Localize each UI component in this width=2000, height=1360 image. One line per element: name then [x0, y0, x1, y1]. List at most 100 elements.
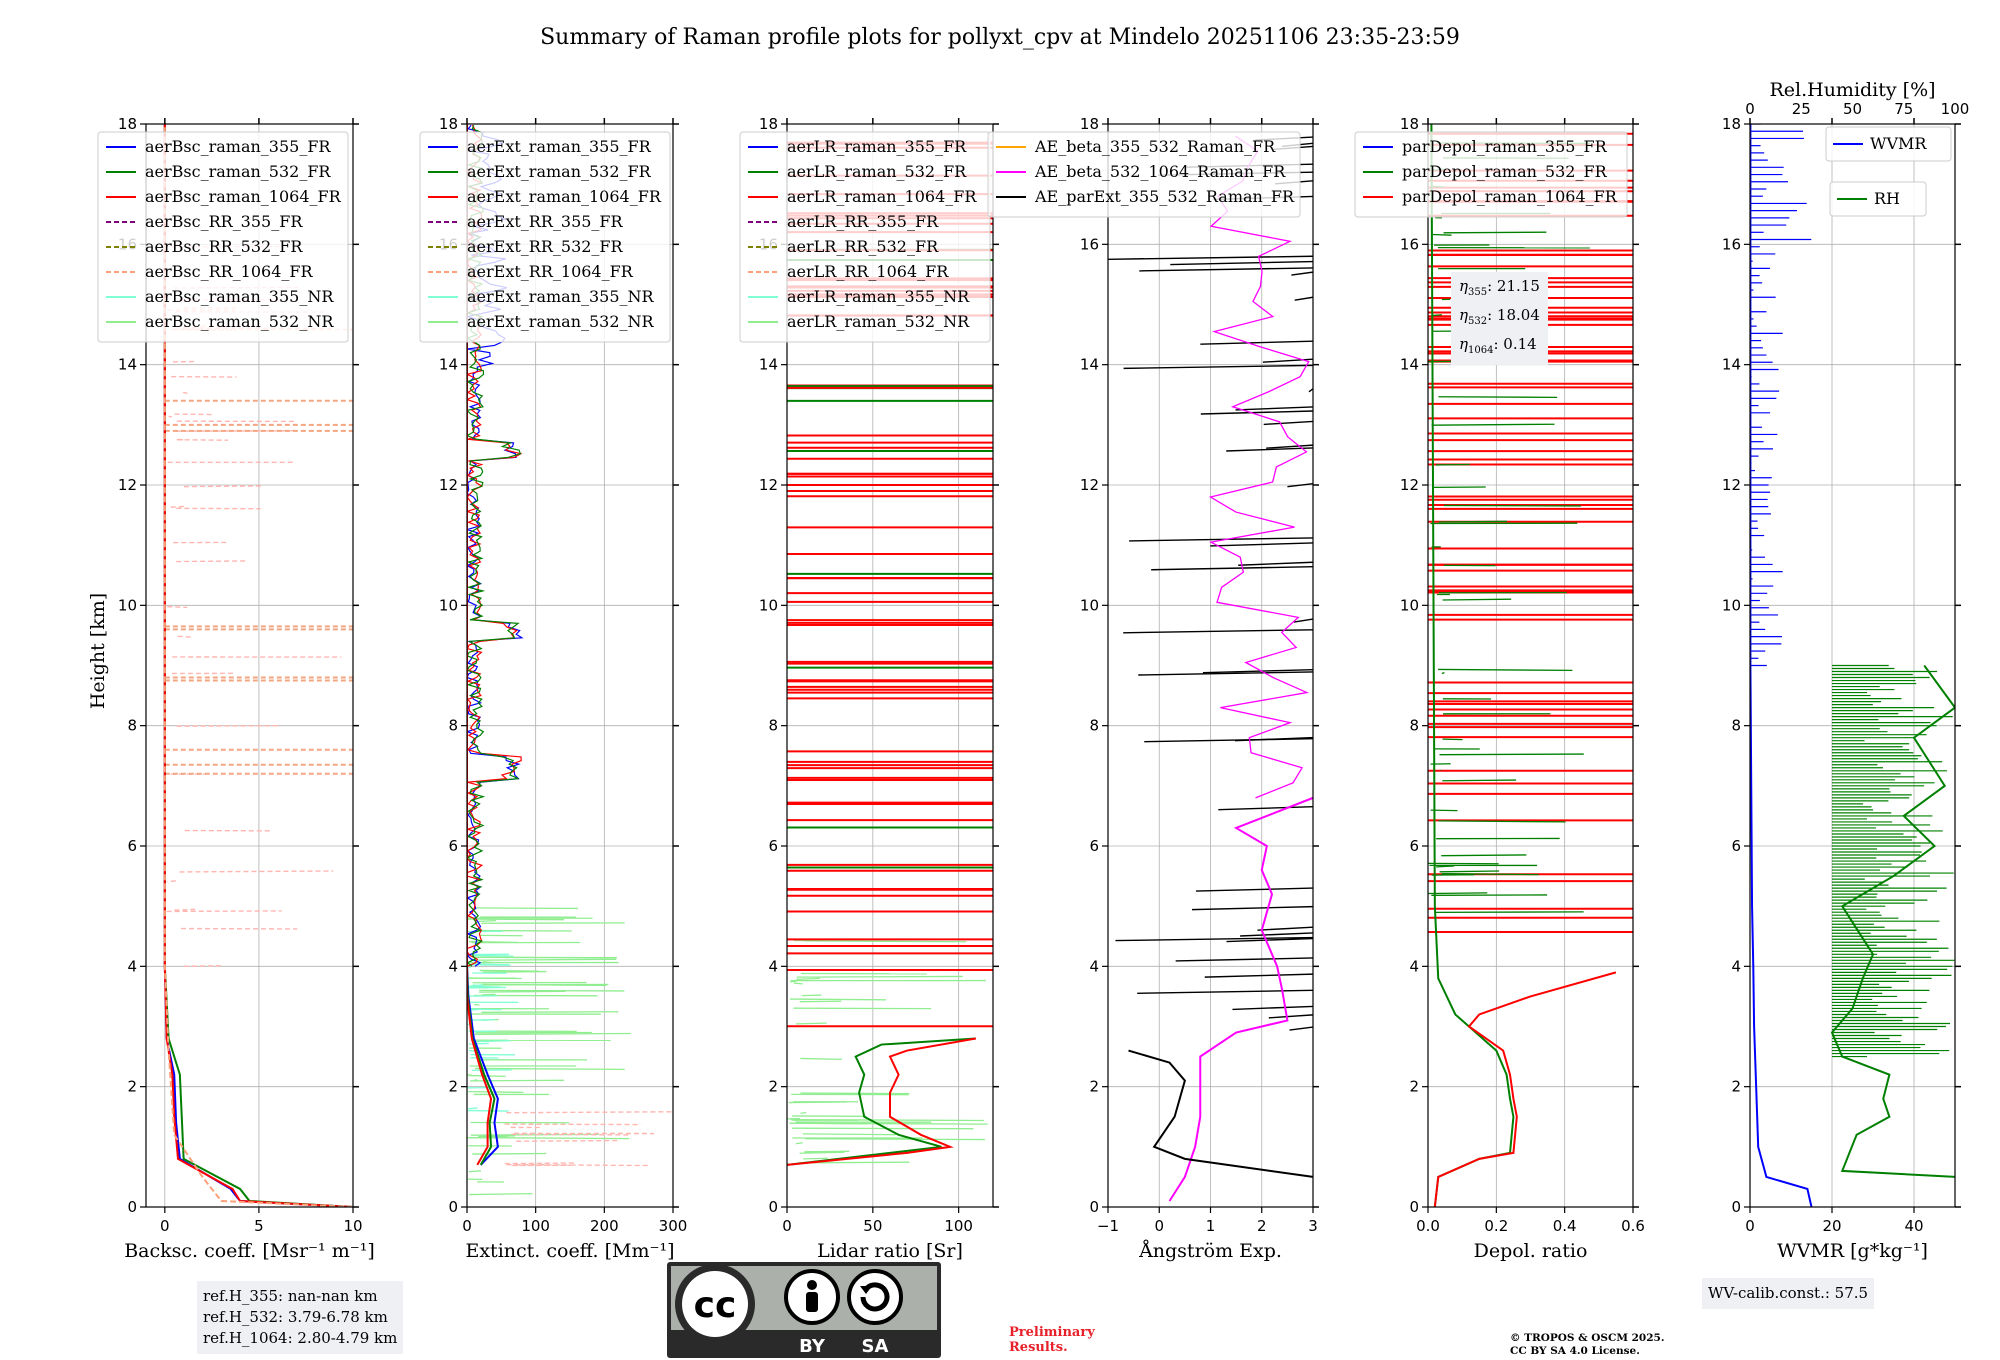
noise-spike: [1195, 887, 1313, 892]
axes-frame: [1427, 123, 1634, 1208]
legend-entry: aerExt_RR_355_FR: [467, 212, 624, 231]
noise-spike: [469, 985, 501, 988]
panel-lidar_ratio: 024681012141618050100Lidar ratio [Sr]aer…: [739, 115, 999, 1262]
y-tick-label: 18: [1400, 115, 1419, 133]
wv-calibration-box: WV-calib.const.: 57.5: [1702, 1278, 1875, 1309]
eta-355: η355: 21.15: [1459, 277, 1540, 298]
noise-spike: [1442, 598, 1512, 601]
noise-spike: [803, 1157, 828, 1160]
noise-spike: [1441, 672, 1445, 675]
noise-spike: [1439, 870, 1500, 873]
y-tick-label: 10: [118, 596, 137, 614]
legend-wvmr: WVMR: [1825, 126, 1952, 162]
legend-lidar_ratio: aerLR_raman_355_FR aerLR_raman_532_FR aerL…: [739, 131, 991, 343]
x-tick-label: 100: [521, 1217, 550, 1235]
y-tick-label: 18: [118, 115, 137, 133]
noise-spike: [796, 975, 963, 978]
x-tick-label: 0: [1154, 1217, 1164, 1235]
y-tick-label: 8: [1731, 717, 1741, 735]
y-tick-label: 8: [1089, 717, 1099, 735]
y-tick-label: 8: [127, 717, 137, 735]
axes-frame: [145, 123, 354, 1208]
noise-spike: [1204, 973, 1313, 978]
noise-spike: [788, 1101, 847, 1104]
legend-entry: aerLR_raman_355_FR: [787, 137, 967, 156]
noise-spike: [1438, 520, 1507, 523]
noise-spike: [1240, 932, 1313, 937]
noise-spike: [468, 940, 518, 944]
noise-spike: [468, 1042, 489, 1045]
noise-spike: [1210, 542, 1313, 547]
noise-spike: [168, 415, 172, 418]
noise-spike: [800, 1057, 842, 1061]
y-tick-label: 4: [1731, 957, 1741, 975]
noise-spike: [177, 635, 193, 638]
noise-spike: [479, 990, 566, 993]
series-WVMR: [1750, 124, 1813, 1207]
noise-spike: [506, 1111, 673, 1114]
y-tick-label: 2: [448, 1078, 458, 1096]
noise-spike: [1293, 618, 1313, 623]
eta-1064: η1064: 0.14: [1459, 335, 1537, 356]
x-tick-label: 5: [254, 1217, 264, 1235]
noise-spike: [473, 907, 579, 910]
x-tick-label: 0.6: [1621, 1217, 1645, 1235]
noise-spike: [468, 1074, 506, 1078]
x-tick-label: 0: [160, 1217, 170, 1235]
legend-entry: aerExt_raman_355_NR: [467, 287, 655, 306]
x-tick-label: 0: [1745, 1217, 1755, 1235]
y-tick-label: 2: [127, 1078, 137, 1096]
x-tick-label: 3: [1308, 1217, 1318, 1235]
eta-box: η355: 21.15 η532: 18.04 η1064: 0.14: [1451, 272, 1548, 365]
legend-frame: [1354, 131, 1628, 218]
legend-depolarization: parDepol_raman_355_FR parDepol_raman_532_…: [1354, 131, 1628, 218]
noise-spike: [793, 982, 803, 985]
noise-spike: [1218, 805, 1313, 811]
ref-height-1064: ref.H_1064: 2.80-4.79 km: [203, 1329, 398, 1347]
noise-spike: [1441, 873, 1539, 876]
y-tick-label: 12: [1722, 476, 1741, 494]
noise-spike: [1226, 447, 1313, 452]
y-tick-label: 2: [768, 1078, 778, 1096]
badge-sa-label: SA: [862, 1336, 889, 1357]
y-tick-label: 0: [1089, 1198, 1099, 1216]
noise-spike: [1263, 420, 1313, 426]
noise-spike: [1262, 358, 1313, 363]
legend-entry: aerBsc_raman_1064_FR: [145, 187, 342, 206]
noise-spike: [1443, 231, 1547, 234]
noise-spike: [1268, 1014, 1313, 1019]
y-tick-label: 12: [1080, 476, 1099, 494]
noise-spike: [183, 485, 263, 488]
noise-spike: [799, 1151, 845, 1154]
legend-frame: [1825, 126, 1952, 162]
noise-spike: [166, 910, 282, 913]
x-tick-label: 0: [782, 1217, 792, 1235]
grid-angstrom: [1108, 124, 1313, 1207]
noise-spike: [470, 953, 495, 956]
legend-frame: [1829, 181, 1927, 217]
x-tick-label: 0.4: [1553, 1217, 1577, 1235]
y-tick-label: 16: [1400, 235, 1419, 253]
y-tick-label: 4: [1409, 957, 1419, 975]
noise-spike: [800, 1092, 910, 1095]
noise-spike: [469, 1192, 533, 1196]
data-water_vapor: [1750, 124, 1955, 1207]
legend-entry: AE_beta_532_1064_Raman_FR: [1034, 162, 1286, 181]
noise-spike: [1431, 314, 1442, 317]
x-tick-label: 20: [1822, 1217, 1841, 1235]
noise-spike: [1291, 271, 1313, 276]
legend-entry: aerBsc_raman_355_FR: [145, 137, 331, 156]
series-AE_parExt_355_532_Raman_FR: [1128, 1049, 1313, 1178]
noise-spike: [789, 998, 886, 1001]
noise-spike: [1439, 753, 1584, 756]
noise-spike: [175, 429, 295, 432]
panel-extinction: 0246810121416180100200300Extinct. coeff.…: [419, 115, 687, 1262]
eta-532: η532: 18.04: [1459, 306, 1540, 327]
y-tick-label: 18: [1722, 115, 1741, 133]
noise-spike: [481, 1011, 619, 1013]
noise-spike: [174, 908, 196, 911]
y-tick-label: 0: [768, 1198, 778, 1216]
legend-entry: aerLR_RR_532_FR: [787, 237, 939, 256]
legend-entry: aerBsc_RR_532_FR: [145, 237, 303, 256]
y-tick-label: 0: [448, 1198, 458, 1216]
